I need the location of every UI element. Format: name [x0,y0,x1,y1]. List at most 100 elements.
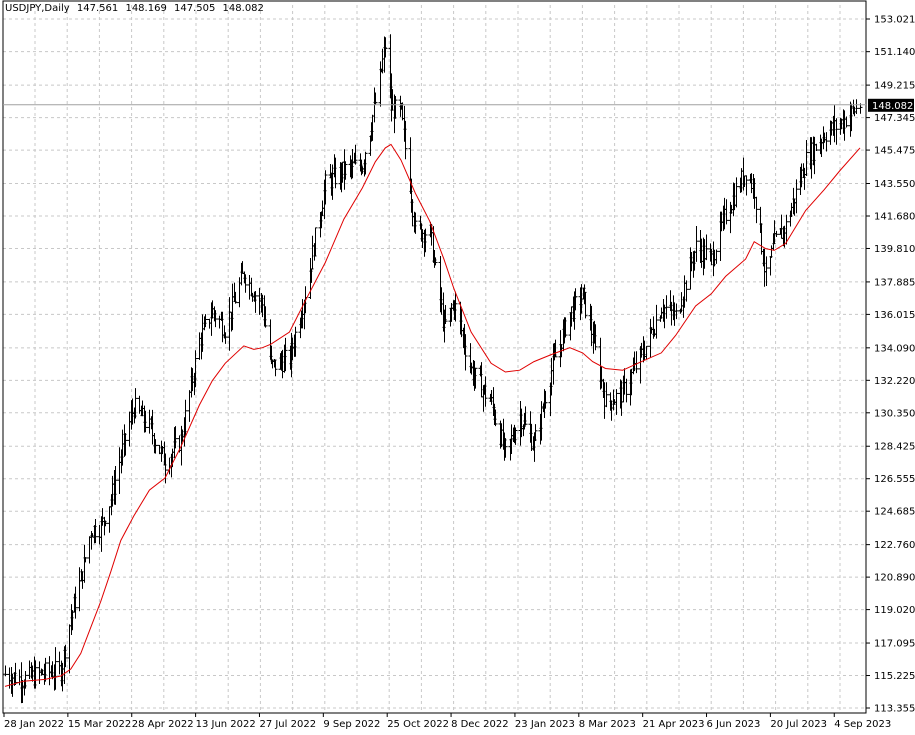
price-bar [143,410,148,433]
price-bar [23,670,28,689]
y-tick-label: 124.685 [874,507,915,518]
y-tick-label: 119.020 [874,605,915,616]
y-tick-label: 137.885 [874,277,915,288]
price-bar [774,230,779,237]
y-tick-label: 149.215 [874,81,915,92]
price-bar [213,310,218,328]
y-tick-label: 136.015 [874,310,915,321]
price-bar [373,92,378,106]
price-bar [310,235,315,270]
price-bar [669,301,674,326]
chart-header: USDJPY,Daily 147.561 148.169 147.505 148… [5,3,268,14]
x-tick-label: 23 Jan 2023 [515,719,575,730]
x-tick-label: 28 Jan 2022 [4,719,64,730]
price-bar [674,303,679,320]
price-bar [453,291,458,322]
price-bar [363,151,368,175]
price-bar [543,390,548,409]
price-bar [744,175,749,196]
price-bar [523,406,528,426]
price-bar [123,433,128,456]
price-bar [197,332,202,360]
price-bar [83,557,88,563]
y-tick-label: 126.555 [874,474,915,485]
price-bar [403,120,408,160]
price-bar [704,234,709,261]
price-bar [67,624,72,674]
price-bar [503,438,508,458]
y-tick-label: 130.350 [874,408,915,419]
symbol-label: USDJPY,Daily [5,3,70,14]
price-bar [63,644,68,668]
price-bar [93,518,98,544]
price-bar [604,382,609,408]
price-bar [57,651,62,675]
x-tick-label: 9 Sep 2022 [323,719,380,730]
price-bar [97,524,102,545]
y-tick-label: 122.760 [874,540,915,551]
price-bar [107,506,112,533]
price-bar [634,351,639,374]
price-bar [117,447,122,495]
price-bar [553,339,558,358]
price-bar [207,318,212,329]
price-bar [77,567,82,612]
price-bar [378,61,383,107]
price-bar [463,334,468,371]
y-tick-label: 145.475 [874,146,915,157]
price-bar [563,317,568,338]
x-tick-label: 21 Apr 2023 [643,719,705,730]
grid-layer [3,5,866,713]
price-bar [583,291,588,319]
moving-average-layer [4,143,861,687]
price-bar [343,161,348,180]
price-bar [393,95,398,119]
price-bar [43,657,48,682]
price-bar [844,116,849,128]
price-bar [73,586,78,619]
price-bar [333,157,338,189]
price-bar [768,256,773,276]
price-bar [654,304,659,339]
y-tick-label: 134.090 [874,343,915,354]
price-bar [854,99,859,114]
price-bar [273,359,278,377]
price-bar [804,139,809,176]
x-tick-label: 6 Jun 2023 [707,719,761,730]
price-bar [313,227,318,257]
price-bar [513,427,518,445]
price-bar [473,367,478,389]
y-tick-label: 153.021 [874,15,915,26]
y-tick-label: 141.680 [874,211,915,222]
high-value: 148.169 [125,3,167,14]
price-bar [794,179,799,214]
x-tick-label: 28 Apr 2022 [132,719,194,730]
price-bar [47,656,52,686]
y-tick-label: 139.810 [874,244,915,255]
price-bar [113,466,118,505]
plot-frame [2,0,867,714]
price-bar [187,390,192,422]
price-bar [684,280,689,302]
price-bar [423,228,428,253]
price-bar [87,536,92,564]
price-bar [173,426,178,449]
price-bar [834,118,839,145]
x-tick-label: 20 Jul 2023 [770,719,827,730]
price-bar [193,350,198,388]
price-bar [614,389,619,415]
moving-average-line [4,143,861,687]
price-bar [533,424,538,442]
price-bar [624,378,629,403]
price-bar [648,318,653,358]
y-tick-label: 115.225 [874,671,915,682]
price-bar [644,345,649,360]
price-bar [714,249,719,264]
price-bar [263,306,268,328]
price-bar [217,315,222,329]
price-bar [694,226,699,262]
price-bar [734,177,739,208]
x-tick-label: 13 Jun 2022 [196,719,256,730]
